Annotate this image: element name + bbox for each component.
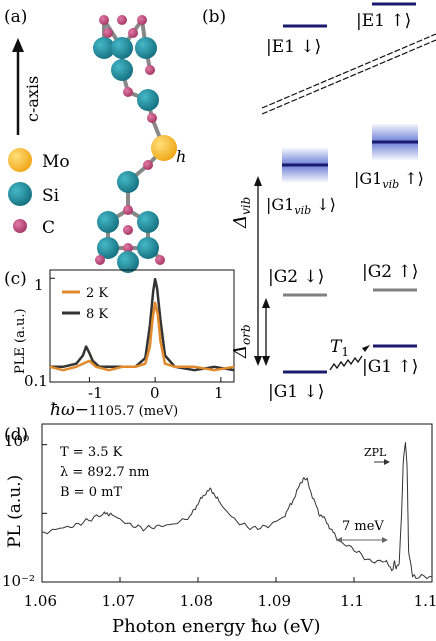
panel-a-label: (a): [4, 7, 27, 27]
legend-si-label: Si: [42, 186, 60, 206]
label-g1-up: |G1 ↑⟩: [362, 357, 418, 377]
plot-d-ytick-1: 10⁰: [4, 432, 29, 450]
plot-d-frame: [41, 423, 433, 583]
ple-series-8k: [50, 277, 235, 372]
c-axis-label: c-axis: [23, 76, 42, 122]
param-wavelength: λ = 892.7 nm: [60, 465, 149, 480]
label-g1vib-down: |G1vib ↓⟩: [266, 195, 336, 217]
label-e1-up: |E1 ↑⟩: [356, 11, 411, 31]
label-g2-up: |G2 ↑⟩: [362, 262, 418, 282]
plot-d-ticks: [41, 444, 433, 583]
label-g1vib-up: |G1vib ↑⟩: [354, 169, 424, 191]
atom-legend: Mo Si C: [8, 148, 70, 238]
plot-d-xtick-label: 1.09: [258, 592, 291, 610]
panel-a: (a) c-axis: [4, 7, 186, 273]
label-e1-down: |E1 ↓⟩: [266, 37, 321, 57]
plot-d-xticklabels: 1.06 1.07 1.08 1.09 1.1 1.11: [24, 592, 436, 610]
plot-d-xlabel: Photon energy ħω (eV): [112, 616, 321, 637]
t1-arrowhead: [362, 345, 370, 352]
label-g2-down: |G2 ↓⟩: [268, 267, 324, 287]
plot-c-series: [49, 277, 235, 372]
t1-label: T1: [330, 337, 349, 359]
legend-c-label: C: [42, 218, 55, 238]
legend-si-marker: [8, 182, 32, 206]
plot-c-xtick-1: 1: [214, 384, 224, 402]
zpl-label: ZPL: [364, 446, 387, 459]
panel-c: (c) PLE (a.u.) 1 0.1 -1 0 1 ħω−1105.7 (m…: [4, 269, 235, 420]
plot-d-xtick-label: 1.07: [102, 592, 135, 610]
panel-d: (d) PL (a.u.) 10⁰ 10⁻² 1.06 1.07 1.08 1.09 1…: [2, 423, 436, 637]
legend-mo-label: Mo: [42, 152, 70, 172]
plot-d-xtick-label: 1.08: [180, 592, 213, 610]
plot-c-ticks: [50, 277, 222, 383]
legend-mo-marker: [8, 148, 32, 172]
t1-relaxation-arrow: [329, 355, 363, 371]
legend-c-marker: [13, 219, 27, 233]
plot-c-ylabel: PLE (a.u.): [13, 308, 28, 374]
axis-break-1: [261, 33, 436, 109]
plot-d-series: [41, 442, 432, 580]
defect-label: h: [176, 147, 186, 166]
param-temperature: T = 3.5 K: [60, 445, 123, 460]
delta-orb-label: Δorb: [230, 324, 253, 359]
panel-d-label: (d): [4, 425, 28, 445]
delta-vib-label: Δvib: [230, 197, 253, 229]
plot-d-xtick-label: 1.11: [414, 592, 436, 610]
pl-spectrum-line: [41, 442, 432, 580]
ple-series-2k: [49, 301, 235, 372]
plot-d-xtick-label: 1.1: [340, 592, 364, 610]
plot-c-ytick-1: 1: [34, 276, 44, 294]
plot-c-xtick-0: 0: [150, 384, 160, 402]
plot-c-xlabel: ħω−1105.7 (meV): [50, 400, 178, 420]
plot-d-ylabel: PL (a.u.): [5, 475, 25, 548]
plot-d-ytick-001: 10⁻²: [2, 572, 35, 590]
c-axis-arrowhead: [12, 38, 24, 52]
plot-c-xtick-neg1: -1: [88, 384, 103, 402]
panel-b-label: (b): [202, 7, 226, 27]
atoms: [93, 15, 177, 273]
param-field: B = 0 mT: [60, 485, 122, 500]
mo-atom: [151, 135, 177, 161]
label-g1-down: |G1 ↓⟩: [268, 382, 324, 402]
plot-c-ytick-0.1: 0.1: [24, 372, 48, 390]
legend-8k-label: 8 K: [86, 307, 108, 322]
legend-2k-label: 2 K: [86, 286, 108, 301]
plot-d-xtick-label: 1.06: [24, 592, 57, 610]
panel-c-label: (c): [4, 269, 27, 289]
axis-break-2: [261, 39, 436, 115]
mev-label: 7 meV: [342, 519, 384, 534]
plot-c-frame: [49, 269, 235, 383]
panel-b: (b) |E1 ↓⟩ |E1 ↑⟩ |G1vib ↓⟩ |G1vib ↑⟩ |G…: [202, 2, 436, 402]
